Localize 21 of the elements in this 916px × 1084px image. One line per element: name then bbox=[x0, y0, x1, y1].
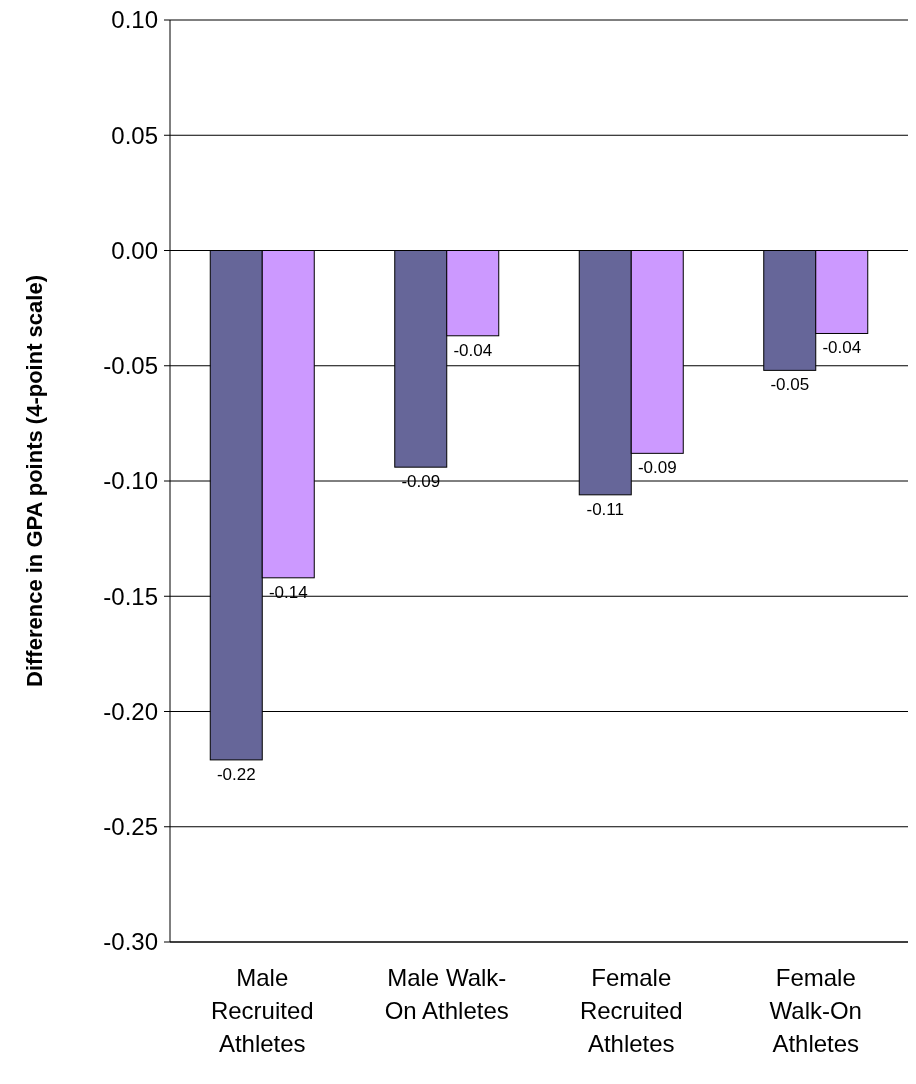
y-tick-label: 0.05 bbox=[111, 121, 158, 149]
y-tick-label: -0.05 bbox=[103, 352, 158, 380]
x-tick-label: Female Recruited Athletes bbox=[579, 964, 683, 1057]
data-label: -0.09 bbox=[401, 472, 441, 492]
y-tick-label: 0.10 bbox=[111, 6, 158, 34]
data-label: -0.04 bbox=[453, 340, 493, 360]
data-label: -0.05 bbox=[770, 375, 810, 395]
y-tick-label: -0.20 bbox=[103, 697, 158, 725]
data-label: -0.11 bbox=[586, 499, 624, 519]
y-axis-title: Difference in GPA points (4-point scale) bbox=[22, 275, 47, 687]
y-tick-label: -0.10 bbox=[103, 467, 158, 495]
y-tick-label: -0.15 bbox=[103, 582, 158, 610]
x-tick-label: Male Recruited Athletes bbox=[210, 964, 314, 1057]
data-label: -0.04 bbox=[822, 338, 862, 358]
x-tick-label: Female Walk-On Athletes bbox=[769, 964, 862, 1057]
data-label: -0.09 bbox=[637, 458, 677, 478]
y-tick-label: -0.25 bbox=[103, 813, 158, 841]
x-tick-label: Male Walk-On Athletes bbox=[384, 964, 509, 1024]
y-tick-label: 0.00 bbox=[111, 236, 158, 264]
y-tick-label: -0.30 bbox=[103, 928, 158, 956]
data-label: -0.22 bbox=[216, 764, 256, 784]
